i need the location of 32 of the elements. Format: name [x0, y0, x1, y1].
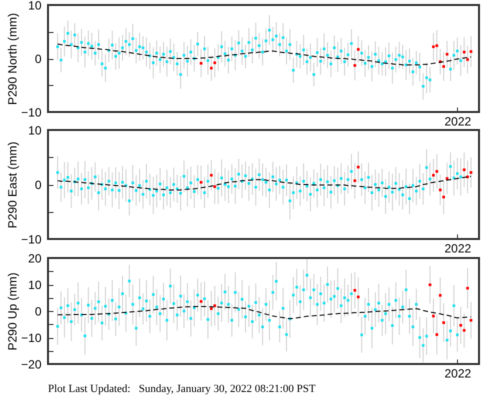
y-tick-label: −10 — [21, 106, 42, 120]
point — [428, 283, 432, 286]
point — [442, 65, 445, 68]
x-tick-label: 2022 — [444, 242, 472, 256]
y-axis-title: P290 East (mm) — [6, 142, 20, 228]
point — [356, 166, 360, 168]
point — [200, 300, 202, 303]
y-tick-label: 0 — [34, 178, 42, 192]
y-tick-label: 10 — [28, 0, 42, 12]
text: Plot Last Updated: Sunday, January 30, 2022 08:21:00 PST — [48, 383, 316, 396]
y-tick-label: −10 — [21, 331, 42, 345]
point — [470, 171, 472, 174]
x-tick-label: 2022 — [444, 366, 472, 380]
y-axis-title: P290 Up (mm) — [6, 272, 20, 351]
y-tick-label: 0 — [34, 304, 42, 318]
point — [466, 58, 469, 61]
point — [354, 64, 356, 67]
x-tick-label: 2022 — [444, 114, 472, 128]
point — [442, 196, 445, 198]
point — [356, 296, 360, 298]
point — [470, 50, 472, 53]
y-tick-label: −20 — [21, 358, 42, 372]
point — [438, 188, 442, 192]
point — [432, 314, 435, 318]
y-tick-label: 20 — [28, 252, 42, 266]
y-axis-title: P290 North (mm) — [6, 12, 20, 106]
line-series — [57, 306, 472, 320]
y-tick-label: 10 — [28, 124, 42, 138]
point — [470, 318, 472, 322]
y-tick-label: 0 — [34, 52, 42, 66]
y-tick-label: 10 — [28, 278, 42, 292]
y-tick-label: −10 — [21, 232, 42, 246]
